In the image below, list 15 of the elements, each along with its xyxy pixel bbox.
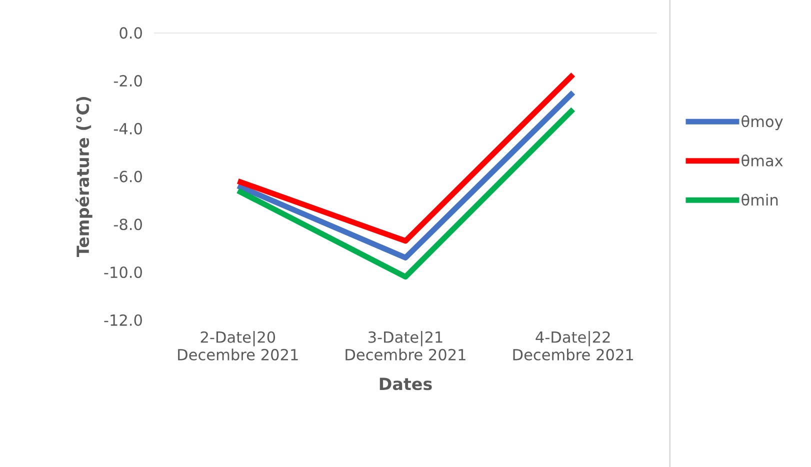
y-tick-label: -12.0	[104, 314, 142, 326]
y-tick-label: -6.0	[114, 170, 142, 182]
legend-label: θmoy	[742, 115, 783, 130]
y-tick-label: -2.0	[114, 75, 142, 87]
y-tick-label: -10.0	[104, 266, 142, 278]
legend-label: θmax	[742, 154, 783, 166]
legend-label: θmin	[742, 194, 778, 206]
x-tick-label: 2-Date|20 Decembre 2021	[178, 331, 298, 360]
x-tick-label: 4-Date|22 Decembre 2021	[513, 331, 634, 360]
y-axis-title: Température (°C)	[76, 96, 92, 257]
x-tick-label: 3-Date|21 Decembre 2021	[346, 331, 466, 360]
x-axis-title: Dates	[380, 378, 432, 390]
y-tick-label: 0.0	[120, 27, 142, 39]
y-tick-label: -8.0	[114, 218, 142, 230]
y-tick-label: -4.0	[114, 122, 142, 134]
